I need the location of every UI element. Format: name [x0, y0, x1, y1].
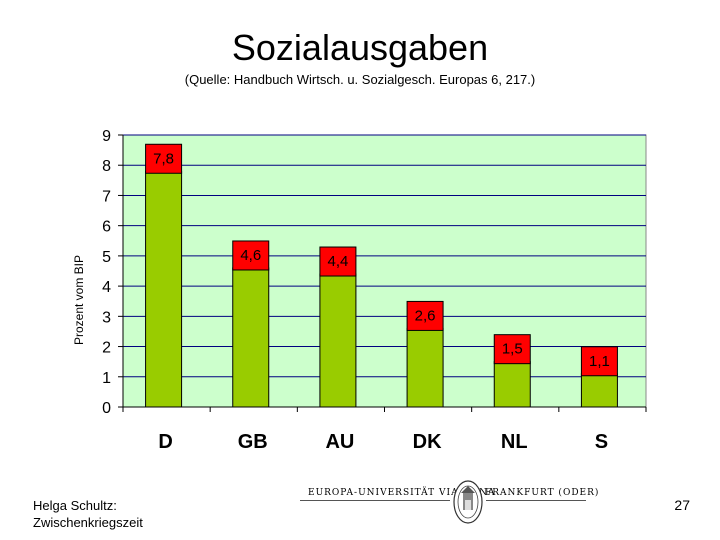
y-tick-label: 2 — [102, 340, 111, 357]
data-label: 7,8 — [153, 150, 174, 167]
bar — [145, 170, 183, 408]
bar-chart: 0 1 2 3 4 5 6 7 8 9 Prozent vom BIP 7,8 D 4,6 GB 4,4 AU 2… — [72, 128, 647, 453]
y-tick-label: 5 — [102, 249, 111, 266]
slide-title: Sozialausgaben — [231, 27, 489, 68]
y-tick-label: 6 — [102, 219, 111, 236]
category-label: AU — [325, 431, 354, 453]
logo-text-right: FRANKFURT (ODER) — [485, 488, 600, 498]
data-label-box — [145, 143, 183, 174]
author-info: Helga Schultz: Zwischenkriegszeit — [33, 497, 143, 531]
category-label: DK — [413, 431, 442, 453]
data-label-box — [493, 334, 531, 365]
bar — [406, 327, 444, 408]
plot-area — [122, 134, 647, 408]
data-label-box — [232, 240, 270, 271]
logo-text-left: EUROPA-UNIVERSITÄT VIADRINA — [308, 488, 496, 498]
data-label-box — [406, 300, 444, 331]
lecture-title: Zwischenkriegszeit — [33, 515, 143, 530]
y-tick-label: 9 — [102, 128, 111, 145]
y-tick-label: 4 — [102, 279, 111, 296]
data-label: 1,5 — [502, 341, 523, 358]
category-label: NL — [501, 431, 528, 453]
y-tick-label: 1 — [102, 370, 111, 387]
y-tick-label: 3 — [102, 309, 111, 326]
y-tick-label: 8 — [102, 158, 111, 175]
university-logo: EUROPA-UNIVERSITÄT VIADRINA FRANKFURT (O… — [300, 478, 600, 528]
data-label-box — [580, 346, 618, 377]
category-label: S — [595, 431, 608, 453]
bar — [580, 373, 618, 408]
y-tick-label: 7 — [102, 188, 111, 205]
data-label-box — [319, 246, 357, 277]
logo-divider — [486, 500, 586, 501]
y-axis-label: Prozent vom BIP — [72, 255, 86, 345]
category-label: D — [158, 431, 172, 453]
data-label: 4,6 — [240, 247, 261, 264]
page-number: 27 — [674, 497, 690, 513]
category-label: GB — [238, 431, 268, 453]
author-name: Helga Schultz: — [33, 498, 117, 513]
bar — [319, 273, 357, 408]
source-note: (Quelle: Handbuch Wirtsch. u. Sozialgesc… — [184, 72, 536, 87]
data-label: 2,6 — [415, 307, 436, 324]
data-label: 4,4 — [327, 253, 348, 270]
bar — [493, 361, 531, 408]
university-seal-icon — [453, 480, 483, 524]
data-label: 1,1 — [589, 353, 610, 370]
y-tick-label: 0 — [102, 400, 111, 417]
bar — [232, 267, 270, 408]
logo-divider — [300, 500, 450, 501]
